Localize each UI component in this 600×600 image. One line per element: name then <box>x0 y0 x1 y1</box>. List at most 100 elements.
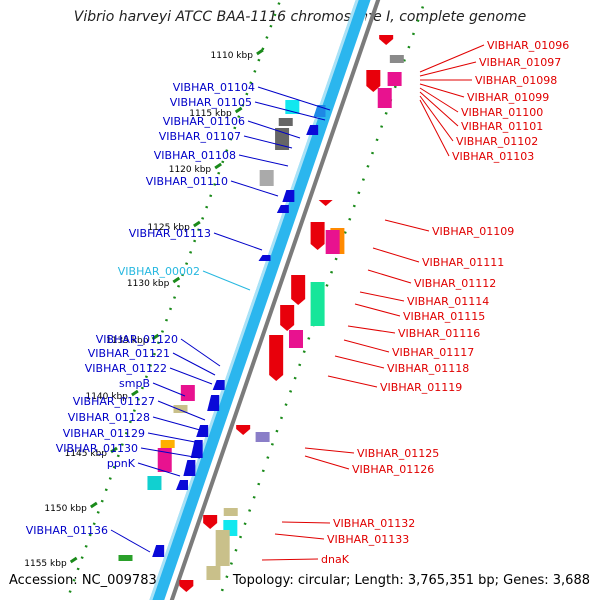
forward-feature <box>223 508 238 516</box>
reverse-label-leader <box>147 432 196 443</box>
reverse-feature <box>160 440 175 448</box>
scale-tick <box>90 501 98 509</box>
reverse-feature <box>157 448 172 472</box>
reverse-label-leader <box>202 270 251 291</box>
reverse-gene-label: VIBHAR_01110 <box>146 175 228 188</box>
forward-gene <box>236 425 251 435</box>
forward-gene-label: VIBHAR_01115 <box>403 310 485 323</box>
forward-gene-label: VIBHAR_01103 <box>452 150 534 163</box>
forward-gene <box>203 515 218 529</box>
reverse-gene-label: VIBHAR_01104 <box>173 81 255 94</box>
reverse-label-leader <box>243 135 293 149</box>
accession-text: Accession: NC_009783 <box>9 573 157 588</box>
forward-label-leader <box>359 291 405 302</box>
forward-label-leader <box>419 99 450 157</box>
genome-summary-text: Topology: circular; Length: 3,765,351 bp… <box>232 573 590 588</box>
reverse-label-leader <box>110 529 151 553</box>
scale-tick <box>172 276 181 284</box>
forward-label-leader <box>334 355 385 369</box>
forward-gene-label: VIBHAR_01125 <box>357 447 439 460</box>
forward-feature <box>206 566 221 580</box>
forward-feature <box>387 72 402 86</box>
reverse-label-leader <box>152 382 186 397</box>
forward-gene <box>269 335 284 381</box>
reverse-label-leader <box>140 447 201 459</box>
reverse-gene-label: VIBHAR_01122 <box>85 362 167 375</box>
reverse-gene <box>258 255 271 261</box>
forward-label-leader <box>304 455 350 470</box>
reverse-label-leader <box>157 400 206 421</box>
scale-track <box>65 0 282 600</box>
forward-label-leader <box>261 558 319 561</box>
scale-tick <box>256 48 264 56</box>
reverse-label-leader <box>257 86 331 111</box>
forward-gene-label: VIBHAR_01133 <box>327 533 409 546</box>
reverse-gene-label: VIBHAR_01106 <box>163 115 245 128</box>
forward-feature <box>310 282 325 326</box>
reverse-feature <box>147 476 162 490</box>
forward-gene-label: VIBHAR_01112 <box>414 277 496 290</box>
forward-label-leader <box>304 447 355 454</box>
reverse-gene <box>306 125 319 135</box>
reverse-gene-label: VIBHAR_01105 <box>170 96 252 109</box>
reverse-gene <box>282 190 295 202</box>
forward-label-leader <box>367 269 412 284</box>
reverse-gene <box>207 395 220 411</box>
reverse-gene <box>196 425 209 437</box>
forward-gene-label: VIBHAR_01098 <box>475 74 557 87</box>
scale-tick <box>151 333 160 341</box>
forward-label-leader <box>354 303 401 317</box>
forward-label-leader <box>327 375 378 388</box>
forward-label-leader <box>419 95 454 142</box>
forward-feature <box>289 330 303 348</box>
strand-line <box>169 0 381 600</box>
reverse-label-leader <box>213 232 263 251</box>
reverse-feature <box>173 405 188 413</box>
reverse-label-leader <box>172 352 216 376</box>
reverse-gene-label: VIBHAR_01121 <box>88 347 170 360</box>
forward-track <box>217 0 427 600</box>
chromosome-backbone <box>149 0 371 600</box>
reverse-feature <box>278 118 293 126</box>
forward-label-leader <box>419 87 459 113</box>
reverse-gene-label: VIBHAR_00002 <box>118 265 200 278</box>
forward-label-leader <box>372 247 420 263</box>
map-title: Vibrio harveyi ATCC BAA-1116 chromosome … <box>73 9 527 25</box>
forward-gene-label: VIBHAR_01097 <box>479 56 561 69</box>
reverse-gene <box>152 545 165 557</box>
forward-label-leader <box>384 219 430 232</box>
reverse-label-leader <box>169 367 213 385</box>
forward-gene-label: VIBHAR_01132 <box>333 517 415 530</box>
reverse-label-leader <box>238 154 289 167</box>
forward-gene <box>318 200 333 206</box>
reverse-gene-label: VIBHAR_01129 <box>63 427 145 440</box>
forward-label-leader <box>419 61 477 77</box>
forward-label-leader <box>274 533 325 540</box>
forward-feature <box>389 55 404 63</box>
forward-feature <box>255 432 270 442</box>
forward-gene <box>291 275 306 305</box>
reverse-gene-label: VIBHAR_01128 <box>68 411 150 424</box>
scale-tick <box>69 556 78 564</box>
scale-tick <box>234 106 243 114</box>
reverse-gene <box>183 460 196 476</box>
scale-tick <box>110 446 118 454</box>
reverse-feature <box>259 170 274 186</box>
forward-gene <box>310 222 325 250</box>
scale-tick <box>214 162 222 170</box>
backbone-highlight <box>149 0 359 600</box>
reverse-gene-label: VIBHAR_01136 <box>26 524 108 537</box>
reverse-gene <box>276 205 289 213</box>
forward-label-leader <box>419 83 465 98</box>
forward-gene-label: VIBHAR_01118 <box>387 362 469 375</box>
reverse-feature <box>118 555 133 561</box>
reverse-gene-label: VIBHAR_01108 <box>154 149 236 162</box>
scale-tick <box>131 389 139 397</box>
scale-tick <box>193 220 201 228</box>
reverse-label-leader <box>137 462 181 477</box>
forward-label-leader <box>419 44 485 73</box>
forward-gene <box>366 70 381 92</box>
forward-gene-label: VIBHAR_01102 <box>456 135 538 148</box>
forward-label-leader <box>419 91 459 127</box>
